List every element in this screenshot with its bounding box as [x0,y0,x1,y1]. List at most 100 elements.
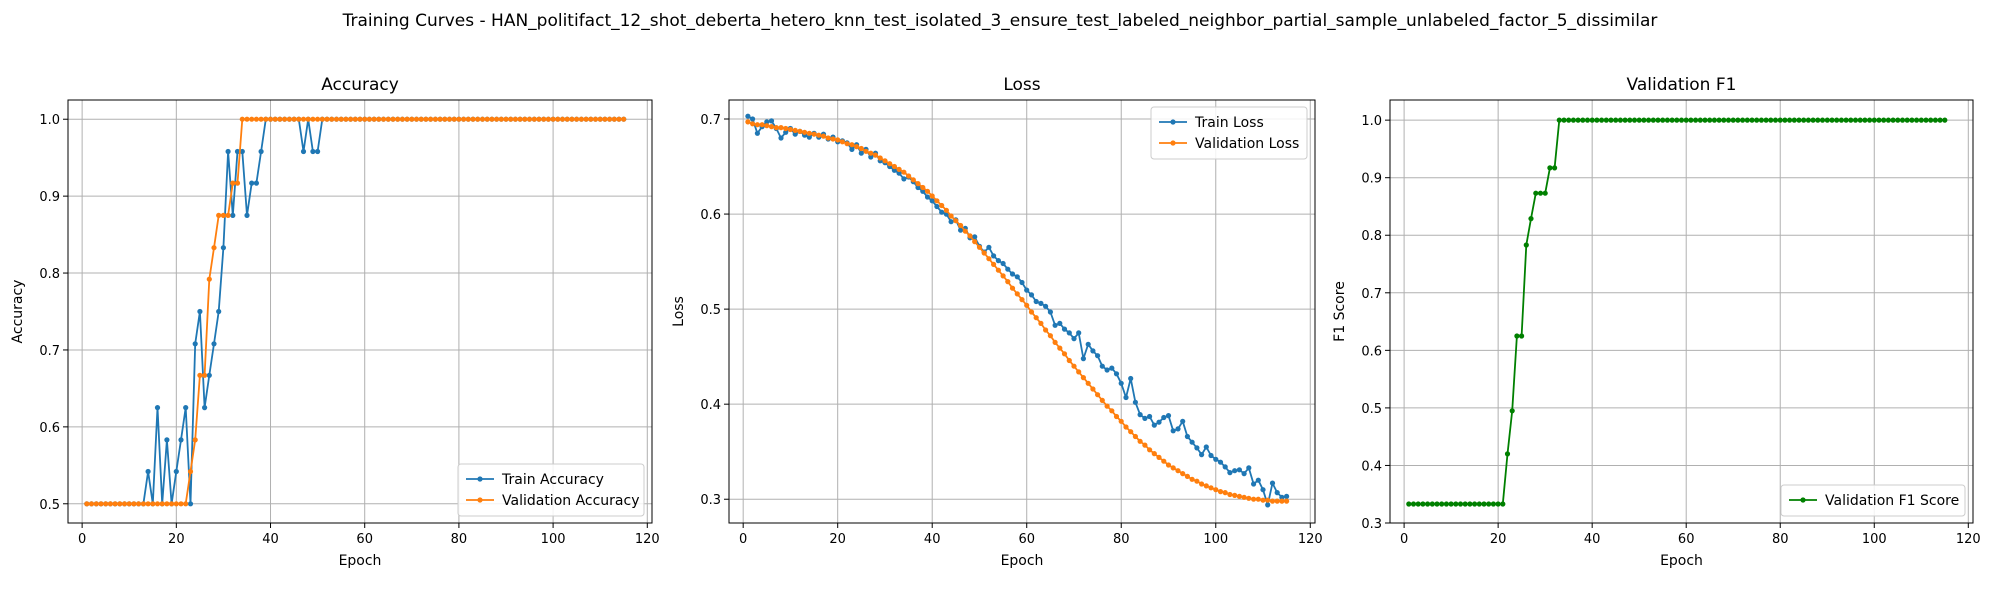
data-point [324,116,330,122]
y-tick-label: 0.8 [1361,229,1382,244]
data-point [882,158,888,164]
data-point [1918,117,1924,123]
data-point [564,116,570,122]
data-point [1109,408,1115,414]
data-point [517,116,523,122]
data-point [555,116,561,122]
data-point [1476,501,1482,507]
data-point [1429,501,1435,507]
data-point [1523,242,1529,248]
data-point [1834,117,1840,123]
data-point [1217,489,1224,495]
data-point [621,116,627,122]
data-point [1646,117,1652,123]
data-point [1575,117,1581,123]
data-point [1251,496,1257,502]
data-point [1038,320,1044,326]
data-point [319,116,325,122]
data-point [1824,117,1830,123]
data-point [1683,117,1689,123]
data-point [1019,297,1025,303]
data-point [1552,165,1558,171]
data-point [1170,428,1176,434]
data-point [1161,458,1167,464]
data-point [868,154,874,160]
x-tick-label: 60 [1678,532,1695,547]
data-point [972,239,978,245]
y-tick-label: 0.9 [39,190,60,205]
data-point [1914,117,1920,123]
data-point [830,136,836,142]
y-tick-label: 0.8 [39,267,60,282]
data-point [1702,117,1708,123]
data-point [1151,422,1157,428]
data-point [1937,117,1943,123]
data-point [1810,117,1816,123]
data-point [768,118,775,124]
data-point [906,173,912,179]
data-point [1514,333,1520,339]
data-point [211,245,217,251]
data-point [1504,451,1511,457]
data-point [1805,117,1811,123]
data-point [1251,481,1257,487]
y-tick-label: 0.6 [1361,344,1382,359]
data-point [559,116,566,122]
data-point [1227,470,1233,476]
data-point [1222,464,1228,470]
data-point [1434,501,1440,507]
data-point [446,116,453,122]
x-tick-label: 40 [1584,532,1601,547]
data-point [234,148,241,155]
data-point [173,501,179,507]
data-point [939,209,945,215]
x-tick-label: 0 [1400,532,1408,547]
data-point [1236,467,1242,473]
data-point [1255,477,1261,483]
data-point [1617,117,1623,123]
data-point [924,194,931,200]
data-point [253,116,259,122]
data-point [1009,285,1016,291]
data-point [173,468,179,475]
data-point [915,181,921,187]
data-point [1622,117,1628,123]
data-point [192,437,198,443]
data-point [597,116,603,122]
data-point [1128,375,1134,382]
data-point [1867,117,1873,123]
data-point [1019,279,1025,286]
data-point [1439,501,1445,507]
data-point [470,116,476,122]
data-point [277,116,283,122]
data-point [901,169,907,175]
data-point [1194,445,1200,451]
data-point [1095,353,1101,359]
data-point [896,170,902,176]
data-point [844,141,850,147]
data-point [1467,501,1473,507]
legend-box [1780,484,1966,517]
data-point [611,116,617,122]
data-point [437,116,443,122]
data-point [206,372,212,378]
data-point [300,116,307,122]
data-point [1942,117,1948,123]
data-point [121,501,128,507]
data-point [1716,117,1722,123]
data-point [239,148,245,155]
data-point [1862,117,1868,123]
data-point [1118,380,1124,386]
data-point [1693,117,1699,123]
data-point [1838,117,1844,123]
data-point [1241,471,1247,477]
y-axis-label: F1 Score [1332,281,1348,342]
data-point [1697,117,1703,123]
x-tick-label: 0 [78,532,86,547]
data-point [1631,117,1638,123]
data-point [428,116,434,122]
data-point [1740,117,1746,123]
data-point [745,113,751,119]
data-point [967,233,973,239]
data-point [816,132,822,138]
